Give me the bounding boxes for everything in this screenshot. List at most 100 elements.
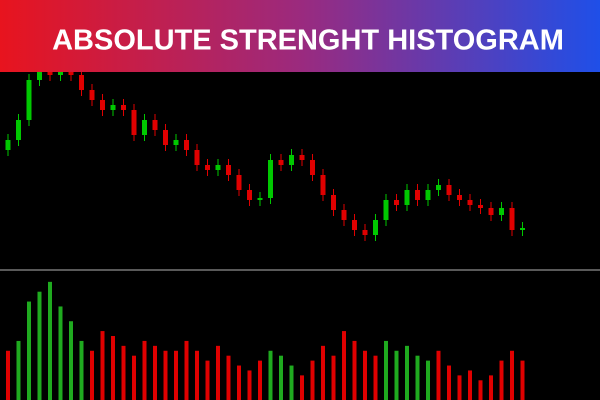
candle-body [173, 140, 179, 145]
histogram-bar [184, 340, 189, 400]
histogram-bar [163, 350, 168, 400]
candle-body [446, 185, 452, 195]
histogram-bar [16, 340, 21, 400]
histogram-bar [289, 365, 294, 400]
histogram-bar [142, 340, 147, 400]
histogram-bar [363, 350, 367, 400]
histogram-bar [520, 360, 525, 400]
candle-body [247, 190, 252, 200]
candle-body [236, 175, 242, 190]
candle-body [89, 90, 95, 100]
candle-body [404, 190, 410, 205]
histogram-bar [111, 336, 115, 400]
candle-body [100, 100, 105, 110]
candle-body [436, 185, 441, 190]
candle-body [341, 210, 347, 220]
candle-body [352, 220, 357, 230]
histogram-bar [58, 306, 63, 400]
candle-body [299, 155, 305, 160]
histogram-bar [405, 345, 409, 400]
histogram-bar [268, 350, 273, 400]
candle-body [394, 200, 399, 205]
candle-body [5, 140, 11, 150]
candle-body [310, 160, 315, 175]
histogram-bar [468, 370, 472, 400]
histogram-bar [132, 355, 136, 400]
histogram-bar [69, 321, 73, 400]
histogram-bar [79, 340, 84, 400]
histogram-bar [489, 375, 493, 400]
histogram-bar [457, 375, 462, 400]
histogram-bar [37, 291, 42, 400]
candle-body [68, 70, 74, 75]
histogram-bar [279, 355, 283, 400]
candle-body [58, 70, 63, 75]
candle-body [194, 150, 200, 165]
histogram-bar [394, 350, 399, 400]
histogram-bar [300, 375, 304, 400]
histogram-bar [310, 360, 315, 400]
histogram-bar [174, 350, 178, 400]
candle-body [415, 190, 420, 200]
histogram-bar [258, 360, 262, 400]
histogram-bar [6, 350, 10, 400]
histogram-bar [436, 350, 441, 400]
candle-body [163, 130, 168, 145]
histogram-bar [331, 355, 336, 400]
histogram-bar [121, 345, 126, 400]
candle-body [226, 165, 231, 175]
histogram-bar [478, 380, 483, 400]
histogram-bar [195, 350, 199, 400]
candle-body [373, 220, 378, 235]
candle-body [278, 160, 284, 165]
candle-body [215, 165, 221, 170]
candle-body [457, 195, 462, 200]
histogram-bar [373, 355, 378, 400]
candle-body [467, 200, 473, 205]
candle-body [79, 75, 84, 90]
candle-body [289, 155, 294, 165]
histogram-bar [321, 345, 325, 400]
candle-body [478, 205, 483, 208]
candle-body [520, 228, 525, 230]
histogram-bar [426, 360, 430, 400]
histogram-bar [447, 365, 451, 400]
candle-body [268, 160, 273, 198]
histogram-bar [499, 360, 504, 400]
histogram-bar [415, 355, 420, 400]
banner [0, 0, 600, 72]
candle-body [499, 208, 504, 215]
histogram-bar [226, 355, 231, 400]
banner-title: ABSOLUTE STRENGHT HISTOGRAM [52, 25, 564, 57]
candle-body [320, 175, 326, 195]
candle-body [425, 190, 431, 200]
candle-body [110, 105, 116, 110]
histogram-bar [27, 301, 31, 400]
candle-body [383, 200, 389, 220]
candle-body [509, 208, 515, 230]
plots [5, 64, 525, 400]
histogram-bar [153, 345, 157, 400]
candle-body [205, 165, 210, 170]
histogram-bar [384, 340, 388, 400]
histogram-bar [216, 345, 220, 400]
candle-body [131, 110, 137, 135]
candle-body [331, 195, 336, 210]
histogram-bar [237, 365, 241, 400]
candle-body [121, 105, 126, 110]
candle-body [16, 120, 21, 140]
histogram-bar [205, 360, 210, 400]
candle-body [37, 70, 42, 80]
candle-body [152, 120, 158, 130]
histogram-bar [247, 370, 252, 400]
candle-body [362, 230, 368, 235]
candle-body [47, 70, 53, 75]
histogram-bar [90, 350, 94, 400]
candle-body [26, 80, 32, 120]
candle-body [142, 120, 147, 135]
candle-body [257, 198, 263, 200]
histogram-bar [510, 350, 514, 400]
histogram-bar [100, 331, 105, 400]
histogram-bar [342, 331, 346, 400]
